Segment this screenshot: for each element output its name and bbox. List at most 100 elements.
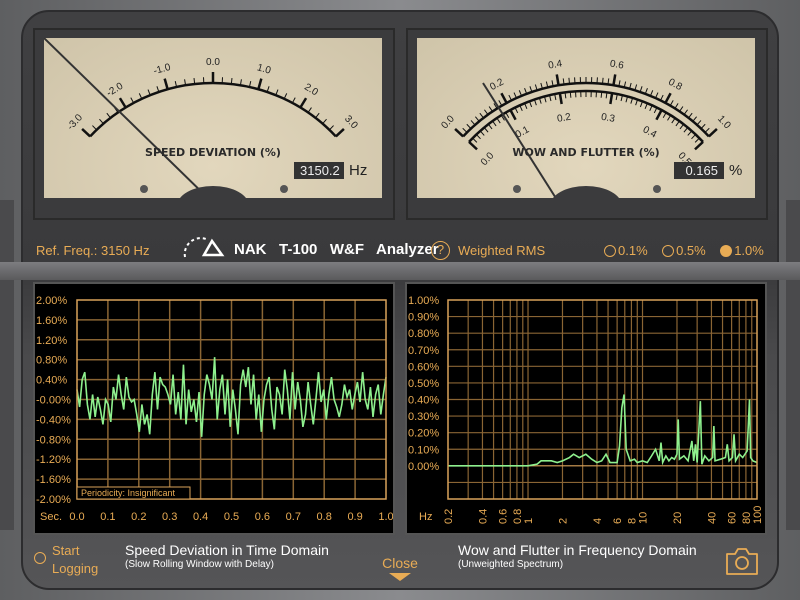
y-tick-label: -0.00% <box>36 395 71 407</box>
scale-label: 0.0 <box>206 57 220 68</box>
speed-meter-scale: -3.0-2.0-1.0 0.0 1.02.03.0 <box>44 38 360 198</box>
scale-label: 3.0 <box>342 114 360 132</box>
minor-tick <box>687 130 693 136</box>
speed-deviation-trace <box>76 357 387 437</box>
spectrum-trace <box>448 394 758 467</box>
tape-speed-gauge-icon <box>183 237 225 258</box>
major-tick <box>163 78 169 90</box>
minor-tick <box>683 109 688 115</box>
x-tick-label: 6 <box>612 518 624 524</box>
range-selector: 0.1% 0.5% 1.0% <box>604 243 764 258</box>
radio-selected-icon <box>720 245 733 257</box>
minor-tick <box>568 77 570 84</box>
x-tick-label: 0.5 <box>224 511 239 523</box>
minor-tick <box>671 117 676 124</box>
minor-tick <box>683 127 689 133</box>
range-option-0.5[interactable]: 0.5% <box>662 243 706 258</box>
ref-frequency-label: Ref. Freq.: 3150 Hz <box>36 243 150 258</box>
x-axis-label: Hz <box>419 511 432 523</box>
right-chart-subtitle: (Unweighted Spectrum) <box>458 559 564 570</box>
minor-tick <box>564 92 567 99</box>
minor-tick <box>315 112 320 119</box>
scale-label: 2.0 <box>302 82 320 99</box>
minor-tick <box>92 125 97 131</box>
right-side-rail <box>786 200 800 530</box>
minor-tick <box>692 116 698 122</box>
major-tick <box>609 92 614 105</box>
x-tick-label: 1 <box>523 518 535 524</box>
x-tick-label: 0.2 <box>443 509 455 524</box>
x-tick-label: 0.3 <box>162 511 177 523</box>
x-tick-label: 60 <box>727 512 739 524</box>
left-chart-title: Speed Deviation in Time Domain <box>125 542 329 558</box>
minor-tick <box>644 103 648 109</box>
minor-tick <box>674 103 679 109</box>
x-tick-label: 0.8 <box>317 511 332 523</box>
minor-tick <box>138 93 143 100</box>
minor-tick <box>493 103 498 109</box>
minor-tick <box>675 120 680 127</box>
chevron-down-icon <box>389 573 411 581</box>
minor-tick <box>462 127 468 133</box>
logging-line1: Start <box>52 543 80 558</box>
annotation-box <box>76 486 191 500</box>
y-tick-label: 0.60% <box>408 361 439 373</box>
minor-tick <box>174 81 178 88</box>
minor-tick <box>498 100 503 106</box>
radio-icon <box>604 245 616 257</box>
weighted-rms-toggle[interactable]: Weighted RMS <box>458 243 546 258</box>
minor-tick <box>629 82 632 89</box>
minor-tick <box>639 86 643 93</box>
major-tick <box>335 128 345 138</box>
minor-tick <box>529 101 533 108</box>
minor-tick <box>474 116 480 122</box>
periodicity-annotation: Periodicity: Insignificant <box>81 488 176 498</box>
major-tick <box>708 128 718 138</box>
y-tick-label: 2.00% <box>36 295 67 307</box>
logging-line2: Logging <box>52 561 99 576</box>
needle-pivot-cover <box>553 186 619 198</box>
x-tick-label: 0.0 <box>69 511 84 523</box>
y-tick-label: 0.80% <box>36 355 67 367</box>
major-tick <box>509 109 517 121</box>
minor-tick <box>329 125 334 131</box>
y-tick-label: -1.60% <box>36 474 71 486</box>
minor-tick <box>694 137 700 143</box>
model-label: T-100 <box>279 241 318 258</box>
minor-tick <box>106 112 111 119</box>
y-tick-label: 0.20% <box>408 428 439 440</box>
scale-label: 0.8 <box>666 77 684 93</box>
scale-label: -1.0 <box>152 62 172 77</box>
range-option-0.1[interactable]: 0.1% <box>604 243 648 258</box>
minor-tick <box>623 81 627 88</box>
major-tick <box>454 128 464 138</box>
question-icon[interactable]: ? <box>431 241 450 260</box>
scale-label: 1.0 <box>256 62 273 76</box>
y-tick-label: 1.20% <box>36 335 67 347</box>
minor-tick <box>275 89 279 96</box>
major-tick <box>257 78 263 90</box>
camera-icon[interactable] <box>725 546 759 576</box>
time-domain-chart: 2.00% 1.60% 1.20% 0.80% 0.40% -0.00% -0.40% -0.… <box>33 282 395 535</box>
x-tick-label: 0.9 <box>347 511 362 523</box>
minor-tick <box>322 118 327 125</box>
x-tick-label: 8 <box>626 518 638 524</box>
minor-tick <box>476 134 481 140</box>
meter-needle <box>482 82 558 198</box>
screw <box>653 185 661 193</box>
minor-tick <box>488 106 493 112</box>
y-tick-label: -0.80% <box>36 434 71 446</box>
minor-tick <box>644 88 648 95</box>
wf-meter-title: WOW AND FLUTTER (%) <box>512 146 660 159</box>
x-tick-label: 0.6 <box>255 511 270 523</box>
range-option-1.0[interactable]: 1.0% <box>720 243 764 258</box>
x-axis-label: Sec. <box>40 511 62 523</box>
close-button[interactable]: Close <box>372 555 428 581</box>
minor-tick <box>492 120 497 127</box>
x-tick-label: 0.1 <box>100 511 115 523</box>
wow-flutter-meter: 0.0 0.2 0.4 0.6 0.8 1.0 0.0 0.1 0.2 0.3 0.4 0.5 WOW… <box>417 38 755 198</box>
minor-tick <box>549 95 552 102</box>
minor-tick <box>496 117 501 124</box>
scale-label: 0.0 <box>439 113 457 131</box>
wf-meter-scale: 0.00.20.4 0.60.81.00.00.10.2 0.30.40.5 <box>439 58 733 198</box>
